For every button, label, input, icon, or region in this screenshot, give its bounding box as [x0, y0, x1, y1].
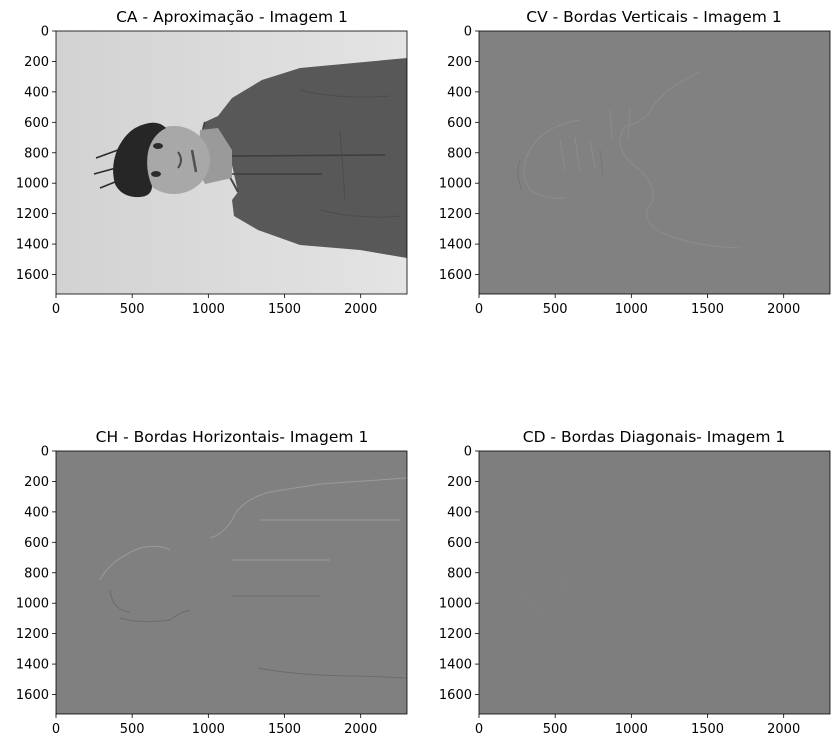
subplot-title-cv: CV - Bordas Verticais - Imagem 1: [526, 8, 781, 26]
x-tick-label-ch: 1000: [192, 722, 225, 737]
y-tick-label-ch: 800: [24, 566, 49, 581]
x-tick-label-cd: 0: [475, 722, 483, 737]
x-tick-label-cv: 1500: [691, 302, 724, 317]
ticks-cv: 0 500 1000 1500 2000 0 200 400 600 800 1000 1200 140…: [439, 25, 800, 318]
x-tick-label-ca: 500: [120, 302, 145, 317]
y-tick-label-cv: 1400: [439, 238, 472, 253]
y-tick-label-ch: 200: [24, 475, 49, 490]
x-tick-label-ca: 2000: [344, 302, 377, 317]
subplot-ca: CA - Aproximação - Imagem 1: [16, 8, 408, 318]
y-tick-label-ch: 1600: [16, 688, 49, 703]
y-tick-label-cd: 600: [447, 536, 472, 551]
y-tick-label-cd: 0: [464, 445, 472, 460]
y-tick-label-cv: 200: [447, 55, 472, 70]
y-tick-label-ch: 400: [24, 505, 49, 520]
x-tick-label-ch: 2000: [344, 722, 377, 737]
x-tick-label-ca: 1500: [268, 302, 301, 317]
subplot-title-ch: CH - Bordas Horizontais- Imagem 1: [96, 428, 369, 446]
subplot-title-cd: CD - Bordas Diagonais- Imagem 1: [523, 428, 785, 446]
subplot-cv: CV - Bordas Verticais - Imagem 1 0 500 100…: [439, 8, 831, 318]
y-tick-label-cd: 1400: [439, 658, 472, 673]
y-tick-label-cd: 1200: [439, 627, 472, 642]
ca-image: [56, 31, 407, 294]
y-tick-label-cd: 1000: [439, 597, 472, 612]
cv-image: [479, 31, 830, 294]
y-tick-label-ca: 600: [24, 116, 49, 131]
y-tick-label-cv: 1000: [439, 177, 472, 192]
x-tick-label-ch: 500: [120, 722, 145, 737]
y-tick-label-ca: 1000: [16, 177, 49, 192]
axes-frame-cd: [478, 450, 831, 715]
x-tick-label-cv: 1000: [615, 302, 648, 317]
cd-image: [479, 451, 830, 714]
y-tick-label-ca: 400: [24, 85, 49, 100]
subplot-ch: CH - Bordas Horizontais- Imagem 1 0 500 10…: [16, 428, 408, 738]
y-tick-label-cd: 200: [447, 475, 472, 490]
x-tick-label-cv: 0: [475, 302, 483, 317]
x-tick-label-cd: 500: [543, 722, 568, 737]
axes-frame-ch: [55, 450, 408, 715]
subplot-title-ca: CA - Aproximação - Imagem 1: [116, 8, 348, 26]
ch-image: [56, 451, 408, 714]
x-tick-label-ch: 0: [52, 722, 60, 737]
y-tick-label-cv: 1200: [439, 207, 472, 222]
axes-frame-ca: [55, 30, 408, 295]
x-tick-label-cv: 2000: [767, 302, 800, 317]
y-tick-label-ch: 0: [41, 445, 49, 460]
ticks-cd: 0 500 1000 1500 2000 0 200 400 600 800 1000 1200 140…: [439, 445, 800, 738]
y-tick-label-cd: 800: [447, 566, 472, 581]
x-tick-label-ca: 1000: [192, 302, 225, 317]
x-tick-label-ch: 1500: [268, 722, 301, 737]
x-tick-label-ca: 0: [52, 302, 60, 317]
y-tick-label-ch: 1400: [16, 658, 49, 673]
ticks-ch: 0 500 1000 1500 2000 0 200 400 600 800 1000 1200 140…: [16, 445, 377, 738]
y-tick-label-ch: 600: [24, 536, 49, 551]
y-tick-label-ca: 0: [41, 25, 49, 40]
y-tick-label-ch: 1000: [16, 597, 49, 612]
y-tick-label-cd: 1600: [439, 688, 472, 703]
subplot-cd: CD - Bordas Diagonais- Imagem 1 0 500 1000…: [439, 428, 831, 738]
ticks-ca: 0 500 1000 1500 2000 0 200 400 600 800 1000 1200 140…: [16, 25, 377, 318]
y-tick-label-ca: 800: [24, 146, 49, 161]
y-tick-label-cv: 600: [447, 116, 472, 131]
y-tick-label-ca: 1200: [16, 207, 49, 222]
y-tick-label-ch: 1200: [16, 627, 49, 642]
x-tick-label-cv: 500: [543, 302, 568, 317]
y-tick-label-cd: 400: [447, 505, 472, 520]
y-tick-label-cv: 1600: [439, 268, 472, 283]
y-tick-label-cv: 800: [447, 146, 472, 161]
y-tick-label-ca: 1400: [16, 238, 49, 253]
axes-frame-cv: [478, 30, 831, 295]
x-tick-label-cd: 1500: [691, 722, 724, 737]
y-tick-label-cv: 400: [447, 85, 472, 100]
y-tick-label-ca: 200: [24, 55, 49, 70]
y-tick-label-cv: 0: [464, 25, 472, 40]
x-tick-label-cd: 2000: [767, 722, 800, 737]
x-tick-label-cd: 1000: [615, 722, 648, 737]
y-tick-label-ca: 1600: [16, 268, 49, 283]
